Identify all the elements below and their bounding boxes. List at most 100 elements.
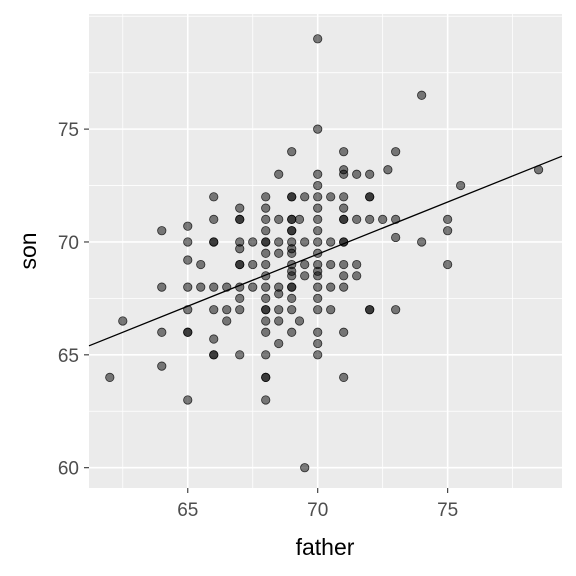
data-point xyxy=(248,259,258,270)
data-point xyxy=(287,248,297,258)
grid-lines xyxy=(89,14,562,488)
data-point xyxy=(391,147,401,157)
data-point xyxy=(183,327,193,337)
data-point xyxy=(417,237,427,247)
data-point xyxy=(326,305,336,315)
data-point xyxy=(313,180,323,191)
data-point xyxy=(300,237,310,247)
y-tick-label: 65 xyxy=(58,346,79,367)
data-point xyxy=(222,316,232,326)
data-point xyxy=(196,282,206,292)
data-point xyxy=(313,203,323,213)
data-point xyxy=(287,327,297,337)
data-point xyxy=(313,327,323,337)
y-tick-label: 60 xyxy=(58,459,79,480)
y-tick-label: 70 xyxy=(58,233,79,254)
data-point xyxy=(209,237,219,247)
data-point xyxy=(300,192,310,202)
data-point xyxy=(339,327,349,337)
data-point xyxy=(365,192,375,202)
x-axis-title: father xyxy=(296,534,355,560)
data-point xyxy=(261,203,271,213)
data-point xyxy=(157,361,167,371)
data-point xyxy=(287,293,297,303)
data-point xyxy=(443,214,453,224)
data-point xyxy=(261,395,271,405)
data-point xyxy=(235,293,245,303)
data-point xyxy=(261,350,271,360)
trend-line xyxy=(88,155,563,347)
data-point xyxy=(261,282,271,292)
data-point xyxy=(313,192,323,202)
data-point xyxy=(209,282,219,292)
data-point xyxy=(339,372,349,382)
data-point xyxy=(300,271,310,281)
data-point xyxy=(417,90,427,100)
data-point xyxy=(300,259,310,270)
data-point xyxy=(261,372,271,382)
data-point xyxy=(274,316,284,326)
data-point xyxy=(326,259,336,270)
data-point xyxy=(339,214,349,224)
data-point xyxy=(183,237,193,247)
data-point xyxy=(313,124,323,134)
data-point xyxy=(287,226,297,236)
data-point xyxy=(443,259,453,270)
data-point xyxy=(339,147,349,157)
data-point xyxy=(274,237,284,247)
x-tick-label: 65 xyxy=(177,500,198,521)
data-point xyxy=(274,248,284,258)
data-point xyxy=(326,237,336,247)
x-tick-label: 75 xyxy=(437,500,458,521)
data-point xyxy=(313,237,323,247)
data-point xyxy=(261,293,271,303)
data-point xyxy=(261,327,271,337)
data-point xyxy=(294,214,305,224)
data-point xyxy=(287,282,297,292)
data-point xyxy=(313,169,323,179)
y-tick-label: 75 xyxy=(58,120,79,141)
data-point xyxy=(157,282,167,292)
data-point xyxy=(183,395,193,405)
data-point xyxy=(313,282,323,292)
data-point xyxy=(235,259,245,270)
data-point xyxy=(391,305,401,315)
data-point xyxy=(339,282,349,292)
data-point xyxy=(261,192,271,202)
data-point xyxy=(157,327,167,337)
data-point xyxy=(378,214,388,224)
data-point xyxy=(339,169,349,179)
data-point xyxy=(235,214,245,224)
y-axis-title: son xyxy=(15,232,41,269)
data-point xyxy=(456,180,466,191)
data-point xyxy=(313,293,323,303)
data-point xyxy=(313,214,323,224)
data-point xyxy=(261,259,271,270)
data-point xyxy=(261,316,271,326)
data-point xyxy=(209,334,219,344)
data-point xyxy=(235,203,245,213)
data-point xyxy=(261,214,271,224)
data-point xyxy=(274,169,284,179)
data-point xyxy=(352,214,362,224)
data-point xyxy=(261,305,271,315)
data-point xyxy=(383,165,393,175)
data-point xyxy=(274,214,284,224)
data-point xyxy=(287,271,297,281)
data-point xyxy=(287,305,297,315)
data-point xyxy=(105,372,115,382)
data-point xyxy=(365,214,375,224)
data-point xyxy=(365,305,375,315)
data-point xyxy=(391,232,401,243)
data-point xyxy=(209,192,219,202)
data-point xyxy=(339,203,349,213)
data-point xyxy=(287,192,297,202)
data-point xyxy=(261,226,271,236)
data-point xyxy=(339,192,349,202)
data-point xyxy=(287,147,297,157)
data-point xyxy=(287,214,297,224)
data-point xyxy=(157,226,167,236)
data-point xyxy=(326,282,336,292)
data-point xyxy=(313,226,323,236)
